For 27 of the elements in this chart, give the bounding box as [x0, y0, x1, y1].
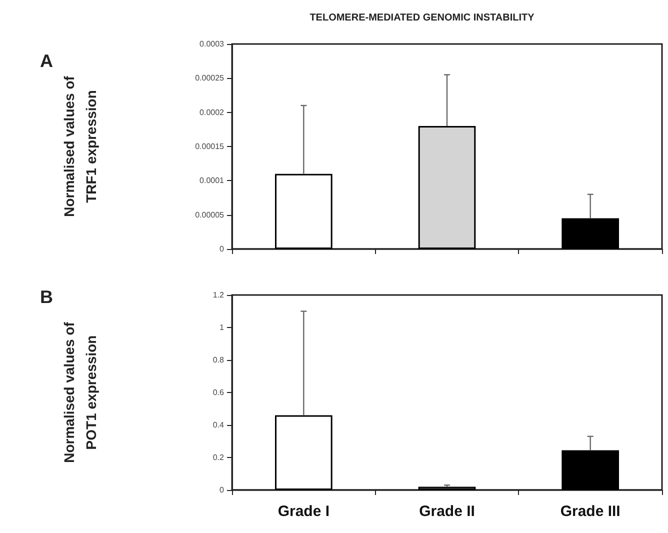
y-tick-label: 0.6 — [212, 388, 225, 397]
y-tick-label: 0.0001 — [200, 176, 225, 186]
bar — [275, 415, 332, 490]
y-axis-title: Normalised values of TRF1 expression — [61, 76, 99, 217]
bar — [275, 174, 332, 249]
y-tick-label: 0.0002 — [200, 108, 225, 117]
y-axis-title: Normalised values of POT1 expression — [61, 322, 99, 463]
y-tick-label: 0.0003 — [200, 40, 225, 48]
y-tick-label: 0.00015 — [195, 142, 225, 151]
bar — [418, 126, 476, 249]
x-tick-label: Grade II — [419, 503, 475, 520]
y-tick-label: 0.8 — [212, 356, 225, 364]
y-tick-label: 1.2 — [212, 290, 225, 300]
bar — [562, 218, 619, 249]
y-tick-label: 1 — [220, 323, 225, 332]
text: B — [40, 287, 53, 307]
y-tick-label: 0.2 — [212, 453, 225, 462]
bar — [562, 450, 619, 490]
y-tick-label: 0 — [220, 486, 225, 494]
y-tick-label: 0.00025 — [195, 74, 225, 83]
text: A — [40, 51, 53, 71]
chart-title: TELOMERE-MEDIATED GENOMIC INSTABILITY — [310, 12, 535, 24]
y-tick-label: 0.00005 — [195, 210, 225, 220]
y-tick-label: 0.4 — [212, 420, 225, 430]
x-tick-label: Grade I — [278, 503, 330, 520]
x-tick-label: Grade III — [560, 503, 620, 520]
y-tick-label: 0 — [220, 244, 225, 254]
